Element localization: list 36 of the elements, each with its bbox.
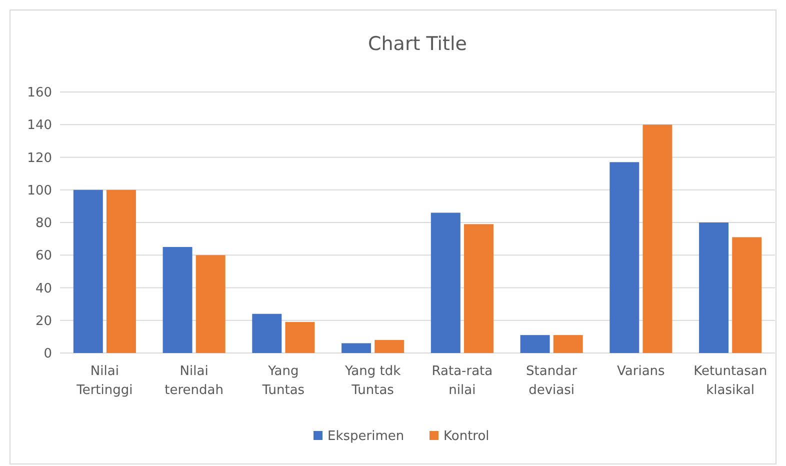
x-tick-label: Standar deviasi <box>526 364 578 398</box>
bar <box>252 314 282 353</box>
x-tick-label: Nilai terendah <box>164 364 224 398</box>
legend-label: Eksperimen <box>328 429 404 444</box>
bar <box>106 190 136 353</box>
bar <box>732 237 762 353</box>
bar <box>520 335 550 353</box>
y-tick-label: 80 <box>35 216 52 232</box>
bar <box>642 124 672 353</box>
x-tick-label: Yang tdk Tuntas <box>344 364 402 398</box>
bar <box>430 212 460 353</box>
bar <box>374 340 404 353</box>
x-tick-label: Rata-rata nilai <box>432 364 493 398</box>
y-tick-label: 160 <box>27 86 52 101</box>
chart-title: Chart Title <box>368 33 467 55</box>
legend-label: Kontrol <box>444 429 490 444</box>
bar <box>342 343 372 353</box>
y-tick-label: 120 <box>27 150 52 166</box>
bar <box>73 190 103 353</box>
bar <box>162 246 192 353</box>
y-tick-label: 20 <box>35 314 52 329</box>
bar <box>464 224 494 353</box>
x-tick-label: Varians <box>617 364 666 379</box>
bar <box>553 335 583 353</box>
y-tick-label: 100 <box>27 183 52 198</box>
y-tick-label: 0 <box>44 346 52 362</box>
x-tick-label: Yang Tuntas <box>261 364 305 398</box>
bar <box>610 162 640 353</box>
x-tick-label: Ketuntasan klasikal <box>694 364 768 398</box>
x-tick-label: Nilai Tertinggi <box>76 364 133 398</box>
y-tick-label: 60 <box>35 248 52 264</box>
bar <box>196 255 226 353</box>
bar <box>285 322 315 353</box>
y-tick-label: 40 <box>35 281 52 296</box>
y-tick-label: 140 <box>27 118 52 134</box>
bar <box>699 222 729 353</box>
